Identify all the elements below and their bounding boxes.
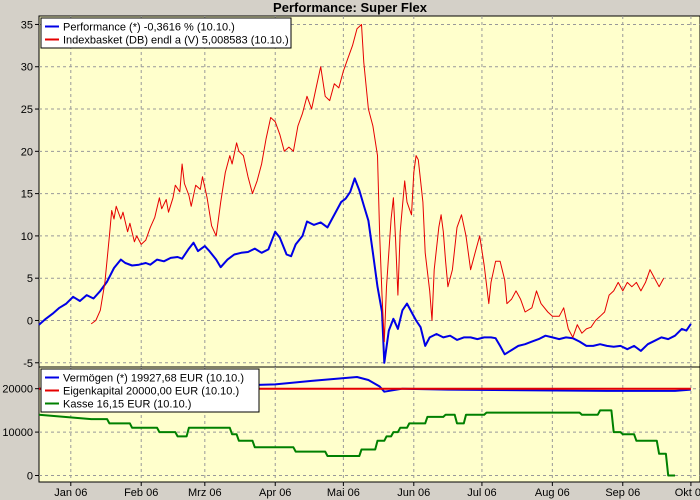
legend-label: Kasse 16,15 EUR (10.10.) bbox=[63, 399, 191, 411]
y-tick-label: 20000 bbox=[2, 384, 33, 396]
y-tick-label: -5 bbox=[23, 358, 33, 370]
y-tick-label: 0 bbox=[27, 315, 33, 327]
y-tick-label: 20 bbox=[21, 146, 33, 158]
legend-label: Indexbasket (DB) endl a (V) 5,008583 (10… bbox=[63, 35, 289, 47]
bottom-panel: 0 10000 20000 Vermögen (*) 19927,68 EUR (10… bbox=[2, 366, 700, 483]
y-tick-label: 5 bbox=[27, 273, 33, 285]
x-tick-label: Okt 06 bbox=[675, 487, 700, 499]
x-axis: Jan 06 Feb 06 Mrz 06 Apr 06 Mai 06 Jun 06 Jul … bbox=[54, 482, 700, 499]
y-tick-label: 35 bbox=[21, 19, 33, 31]
x-tick-label: Mrz 06 bbox=[188, 487, 222, 499]
y-tick-label: 0 bbox=[27, 470, 33, 482]
top-panel: -5 0 5 10 15 20 25 30 35 Performance (*) -0,3616 … bbox=[21, 15, 700, 370]
series-line-0-0 bbox=[38, 177, 692, 364]
legend-label: Eigenkapital 20000,00 EUR (10.10.) bbox=[63, 386, 239, 398]
x-tick-label: Mai 06 bbox=[327, 487, 360, 499]
x-tick-label: Feb 06 bbox=[124, 487, 158, 499]
y-tick-label: 30 bbox=[21, 62, 33, 74]
legend bbox=[40, 368, 260, 413]
legend bbox=[40, 17, 292, 49]
y-tick-label: 15 bbox=[21, 189, 33, 201]
legend-label: Performance (*) -0,3616 % (10.10.) bbox=[63, 22, 235, 34]
chart-title: Performance: Super Flex bbox=[273, 0, 427, 15]
legend-label: Vermögen (*) 19927,68 EUR (10.10.) bbox=[63, 373, 244, 385]
series-line-1-2 bbox=[38, 409, 675, 477]
x-tick-label: Jun 06 bbox=[397, 487, 430, 499]
x-tick-label: Jan 06 bbox=[54, 487, 87, 499]
series-line-0-1 bbox=[90, 24, 665, 343]
y-tick-label: 10000 bbox=[2, 427, 33, 439]
y-tick-label: 10 bbox=[21, 231, 33, 243]
x-tick-label: Jul 06 bbox=[467, 487, 496, 499]
x-tick-label: Aug 06 bbox=[535, 487, 570, 499]
y-tick-label: 25 bbox=[21, 104, 33, 116]
x-tick-label: Sep 06 bbox=[605, 487, 640, 499]
plot-area bbox=[38, 15, 700, 368]
x-tick-label: Apr 06 bbox=[259, 487, 291, 499]
